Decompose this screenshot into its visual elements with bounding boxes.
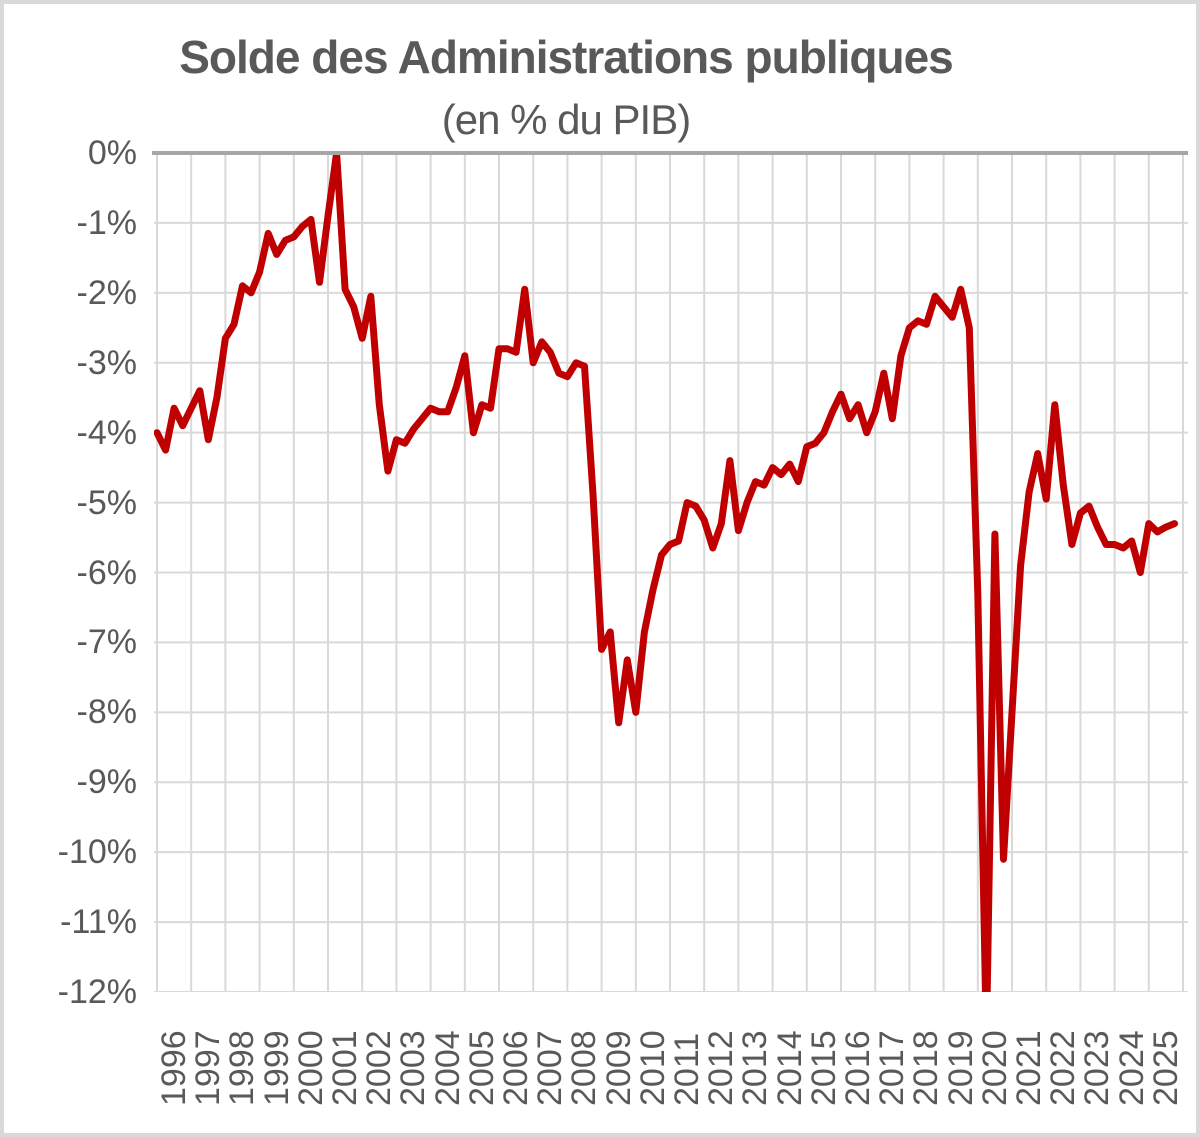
x-axis-label: 2015 xyxy=(804,1030,843,1106)
x-axis-label: 2012 xyxy=(702,1030,741,1106)
x-axis-label: 2002 xyxy=(360,1030,399,1106)
y-axis-label: -4% xyxy=(76,413,137,452)
chart-subtitle: (en % du PIB) xyxy=(441,96,691,143)
y-axis-label: -8% xyxy=(76,693,137,732)
x-axis-label: 2019 xyxy=(941,1030,980,1106)
x-axis-label: 2001 xyxy=(326,1030,364,1106)
series-line xyxy=(154,153,1178,992)
x-axis-label: 2005 xyxy=(462,1030,501,1106)
y-axis-label: 0% xyxy=(87,134,137,172)
y-axis-label: -1% xyxy=(76,203,137,242)
x-axis-label: 1996 xyxy=(155,1030,193,1106)
y-axis-label: -10% xyxy=(57,833,137,872)
y-axis-label: -5% xyxy=(76,483,137,522)
x-axis-label: 2025 xyxy=(1146,1030,1185,1106)
x-axis-label: 1997 xyxy=(189,1030,228,1106)
x-axis-label: 2009 xyxy=(599,1030,638,1106)
y-axis-label: -6% xyxy=(76,553,137,592)
x-axis-label: 2008 xyxy=(565,1030,604,1106)
x-axis-label: 2013 xyxy=(736,1030,775,1106)
zero-axis-line xyxy=(152,151,1188,155)
y-axis-label: -3% xyxy=(76,343,137,382)
y-axis-label: -9% xyxy=(76,763,137,802)
y-axis-label: -7% xyxy=(76,623,137,662)
x-axis-label: 2018 xyxy=(907,1030,946,1106)
x-axis-label: 2006 xyxy=(497,1030,535,1106)
x-axis-label: 1998 xyxy=(223,1030,262,1106)
x-axis-label: 2007 xyxy=(531,1030,570,1106)
x-axis-label: 2011 xyxy=(668,1032,706,1106)
x-axis-label: 2000 xyxy=(291,1030,330,1106)
x-axis-label: 2022 xyxy=(1044,1030,1083,1106)
x-axis-label: 2021 xyxy=(1010,1030,1048,1106)
x-axis-label: 2004 xyxy=(428,1030,467,1106)
x-axis-label: 2014 xyxy=(770,1030,809,1106)
x-axis-label: 1999 xyxy=(257,1030,296,1106)
plot-area xyxy=(154,153,1188,992)
x-axis-label: 2020 xyxy=(975,1030,1014,1106)
x-axis-label: 2023 xyxy=(1078,1030,1117,1106)
y-axis-label: -11% xyxy=(60,903,137,942)
x-axis-label: 2010 xyxy=(633,1030,672,1106)
x-axis-label: 2003 xyxy=(394,1030,433,1106)
x-axis-label: 2017 xyxy=(873,1030,912,1106)
x-axis-label: 2016 xyxy=(839,1030,877,1106)
chart-title: Solde des Administrations publiques xyxy=(179,31,954,83)
x-axis-label: 2024 xyxy=(1112,1030,1151,1106)
y-axis-label: -2% xyxy=(76,273,137,312)
y-axis-label: -12% xyxy=(57,973,137,1011)
